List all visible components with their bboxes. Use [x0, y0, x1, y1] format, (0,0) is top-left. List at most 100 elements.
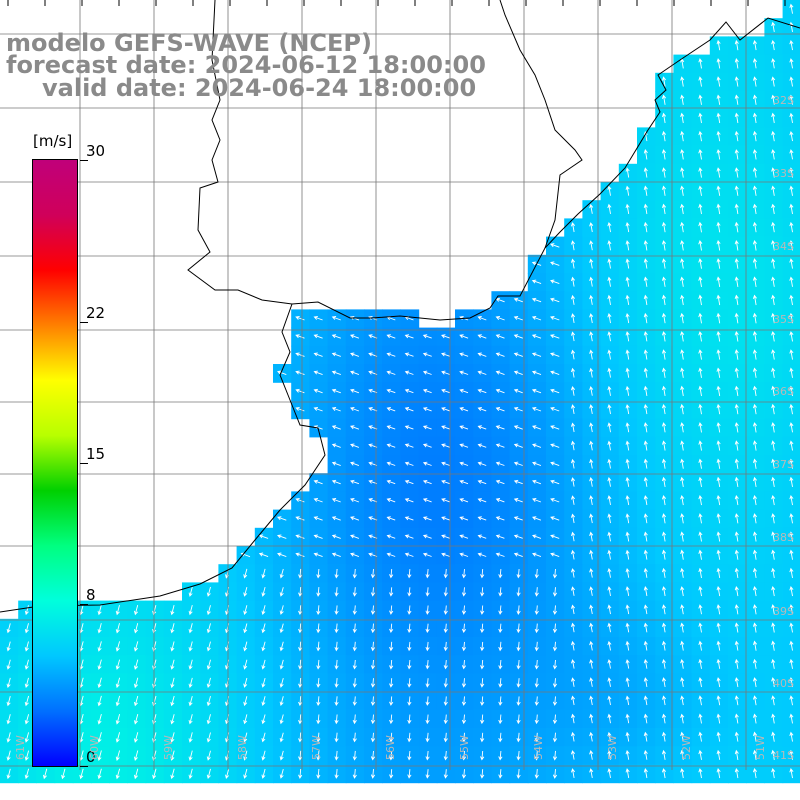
wind-arrow — [6, 695, 11, 707]
wind-arrow — [370, 623, 376, 634]
wind-arrow — [331, 461, 341, 467]
latitude-label: 40S — [773, 677, 794, 690]
wind-arrow — [716, 767, 721, 779]
wind-arrow — [680, 221, 685, 233]
wind-arrow — [480, 769, 485, 779]
wind-arrow — [370, 605, 376, 615]
lat-lon-grid — [0, 0, 800, 770]
wind-arrow — [698, 58, 703, 69]
wind-arrow — [771, 349, 776, 360]
wind-arrow — [789, 276, 794, 287]
wind-arrow — [550, 552, 560, 558]
wind-arrow — [771, 476, 776, 487]
wind-arrow — [334, 750, 339, 761]
wind-arrow — [752, 258, 757, 269]
wind-arrow — [771, 76, 776, 87]
wind-arrow — [459, 443, 469, 448]
wind-arrow — [607, 622, 612, 633]
wind-arrow — [516, 696, 521, 706]
wind-arrow — [643, 331, 648, 342]
wind-arrow — [188, 714, 193, 725]
wind-arrow — [625, 294, 630, 305]
wind-arrow — [680, 130, 685, 142]
wind-arrow — [352, 714, 357, 725]
wind-arrow — [170, 659, 175, 670]
wind-arrow — [279, 714, 284, 725]
wind-arrow — [789, 767, 794, 779]
wind-arrow — [243, 586, 248, 597]
wind-arrow — [261, 605, 266, 616]
wind-arrow — [680, 731, 685, 742]
wind-arrow — [133, 623, 139, 634]
wind-arrow — [661, 331, 667, 342]
wind-arrow — [734, 167, 739, 178]
wind-arrow — [716, 658, 721, 669]
wind-arrow — [407, 678, 412, 688]
wind-arrow — [789, 167, 794, 178]
wind-arrow — [734, 440, 739, 451]
wind-arrow — [534, 623, 539, 634]
wind-arrow — [534, 769, 539, 779]
wind-arrow — [661, 695, 667, 706]
wind-arrow — [441, 534, 450, 539]
wind-arrow — [461, 605, 467, 615]
wind-arrow — [516, 587, 521, 597]
wind-arrow — [752, 94, 758, 105]
wind-arrow — [752, 622, 758, 633]
chart-title: modelo GEFS-WAVE (NCEP) — [6, 29, 372, 57]
wind-arrow — [243, 605, 248, 616]
wind-arrow — [698, 149, 703, 160]
wind-arrow — [716, 258, 721, 269]
wind-arrow — [313, 498, 323, 503]
wind-arrow — [552, 696, 558, 706]
wind-arrow — [531, 388, 542, 394]
wind-arrow — [350, 334, 360, 339]
wind-arrow — [698, 94, 703, 105]
wind-arrow — [115, 732, 121, 743]
wind-arrow — [115, 677, 121, 689]
wind-arrow — [550, 279, 560, 285]
wind-arrow — [698, 276, 703, 287]
wind-arrow — [661, 440, 667, 451]
wind-arrow — [643, 513, 648, 524]
wind-arrow — [513, 370, 523, 376]
wind-arrow — [115, 623, 120, 634]
wind-arrow — [477, 498, 487, 503]
wind-arrow — [771, 21, 776, 32]
wind-arrow — [495, 388, 505, 394]
wind-arrow — [570, 713, 576, 724]
wind-arrow — [734, 767, 739, 779]
wind-arrow — [734, 258, 739, 269]
wind-arrow — [352, 750, 357, 761]
wind-arrow — [698, 331, 703, 342]
wind-arrow — [334, 605, 339, 615]
wind-arrow — [589, 258, 594, 269]
wind-arrow — [97, 659, 102, 670]
wind-arrow — [350, 479, 360, 485]
wind-arrow — [789, 695, 794, 706]
wind-arrow — [734, 94, 739, 105]
wind-arrow — [277, 370, 287, 376]
wind-arrow — [350, 407, 360, 412]
coastline — [187, 0, 800, 321]
wind-arrow — [386, 479, 396, 485]
wind-arrow — [404, 334, 414, 339]
wind-arrow — [625, 567, 630, 578]
wind-arrow — [170, 641, 175, 652]
wind-arrow — [133, 695, 139, 707]
wind-arrow — [771, 312, 776, 324]
wind-arrow — [625, 422, 630, 433]
wind-arrow — [498, 587, 503, 597]
wind-arrow — [513, 407, 523, 412]
wind-direction-arrows — [6, 3, 794, 780]
wind-arrow — [513, 498, 523, 503]
wind-arrow — [477, 443, 487, 448]
wind-arrow — [789, 130, 794, 142]
wind-arrow — [771, 731, 776, 742]
wind-arrow — [495, 479, 505, 485]
wind-arrow — [570, 659, 576, 669]
wind-arrow — [698, 695, 703, 706]
wind-arrow — [643, 586, 648, 597]
wind-arrow — [752, 549, 758, 560]
wind-arrow — [734, 239, 739, 251]
